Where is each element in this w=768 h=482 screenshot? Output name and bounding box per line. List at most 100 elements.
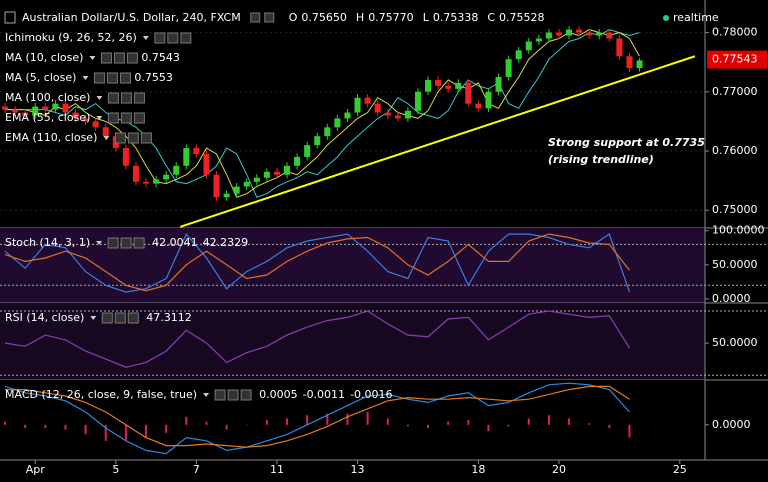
candle-body [515,50,522,60]
indicator-name[interactable]: MA (10, close) [5,51,83,64]
settings-icon[interactable] [180,32,192,44]
candle-body [102,127,109,137]
settings-icon[interactable] [120,92,132,104]
candle-body [193,148,200,154]
indicator-value: 42.2329 [203,236,249,249]
indicator-name[interactable]: MACD (12, 26, close, 9, false, true) [5,388,197,401]
histogram-bar [4,421,7,425]
histogram-bar [487,424,490,432]
dropdown-icon[interactable] [96,241,103,245]
settings-icon[interactable] [101,312,113,324]
ohlc-value: 0.75650 [301,11,347,24]
histogram-bar [44,424,47,428]
settings-icon[interactable] [120,237,132,249]
settings-icon[interactable] [114,312,126,324]
settings-icon[interactable] [93,72,105,84]
candle-body [233,186,240,194]
settings-icon[interactable] [133,92,145,104]
dropdown-icon[interactable] [142,36,149,40]
settings-icon[interactable] [107,112,119,124]
settings-icon[interactable] [167,32,179,44]
settings-icon[interactable] [126,52,138,64]
histogram-bar [104,424,107,441]
histogram-bar [84,424,87,435]
histogram-bar [547,415,550,425]
dropdown-icon[interactable] [203,393,210,397]
candle-body [384,112,391,116]
settings-icon[interactable] [100,52,112,64]
indicator-value: -0.0016 [350,388,392,401]
settings-icon[interactable] [140,132,152,144]
histogram-bar [145,424,148,438]
last-price-box [707,50,767,69]
annotation: Strong support at 0.7735 [548,136,705,149]
dropdown-icon[interactable] [90,316,97,320]
histogram-bar [568,418,571,425]
candle-body [314,136,321,146]
candle-body [465,82,472,104]
indicator-name[interactable]: Stoch (14, 3, 1) [5,236,90,249]
indicator-name[interactable]: MA (5, close) [5,71,76,84]
dropdown-icon[interactable] [96,96,103,100]
candle-body [253,177,260,182]
indicator-name[interactable]: EMA (55, close) [5,111,90,124]
candle-body [334,118,341,128]
candle-body [566,29,573,36]
settings-icon[interactable] [227,389,239,401]
histogram-bar [64,424,67,430]
settings-icon[interactable] [120,112,132,124]
candle-body [586,32,593,36]
y-tick-label: 50.0000 [712,336,758,349]
histogram-bar [245,424,248,426]
candle-body [626,56,633,69]
indicator-line [4,233,630,292]
settings-icon[interactable] [119,72,131,84]
dropdown-icon[interactable] [96,116,103,120]
candle-body [545,32,552,39]
candle-body [455,82,462,89]
candle-body [153,179,160,184]
histogram-bar [427,424,430,428]
settings-icon[interactable] [107,237,119,249]
settings-icon[interactable] [133,112,145,124]
collapse-icon[interactable] [4,11,16,24]
candle-body [344,112,351,119]
dropdown-icon[interactable] [103,136,110,140]
dropdown-icon[interactable] [82,76,89,80]
settings-icon[interactable] [127,312,139,324]
settings-icon[interactable] [114,132,126,144]
candle-body [122,148,129,166]
indicator-value: -0.0011 [303,388,345,401]
settings-icon[interactable] [107,92,119,104]
histogram-bar [165,424,168,433]
y-tick-label: 50.0000 [712,258,758,271]
candle-body [32,106,39,116]
candle-body [132,165,139,182]
ohlc-value: 0.75338 [433,11,479,24]
dropdown-icon[interactable] [89,56,96,60]
settings-icon[interactable] [264,12,275,23]
candle-body [485,91,492,109]
histogram-bar [24,424,27,428]
candle-body [62,103,69,113]
indicator-name[interactable]: Ichimoku (9, 26, 52, 26) [5,31,137,44]
settings-icon[interactable] [154,32,166,44]
settings-icon[interactable] [250,12,261,23]
candle-body [414,91,421,111]
panel-background [0,228,705,303]
histogram-bar [346,413,349,425]
settings-icon[interactable] [106,72,118,84]
candle-body [425,79,432,92]
indicator-line [4,310,631,368]
candle-body [163,174,170,180]
settings-icon[interactable] [133,237,145,249]
candle-body [92,121,99,128]
settings-icon[interactable] [113,52,125,64]
settings-icon[interactable] [240,389,252,401]
indicator-name[interactable]: RSI (14, close) [5,311,84,324]
settings-icon[interactable] [127,132,139,144]
candle-body [72,112,79,119]
indicator-name[interactable]: EMA (110, close) [5,131,97,144]
indicator-name[interactable]: MA (100, close) [5,91,90,104]
settings-icon[interactable] [214,389,226,401]
